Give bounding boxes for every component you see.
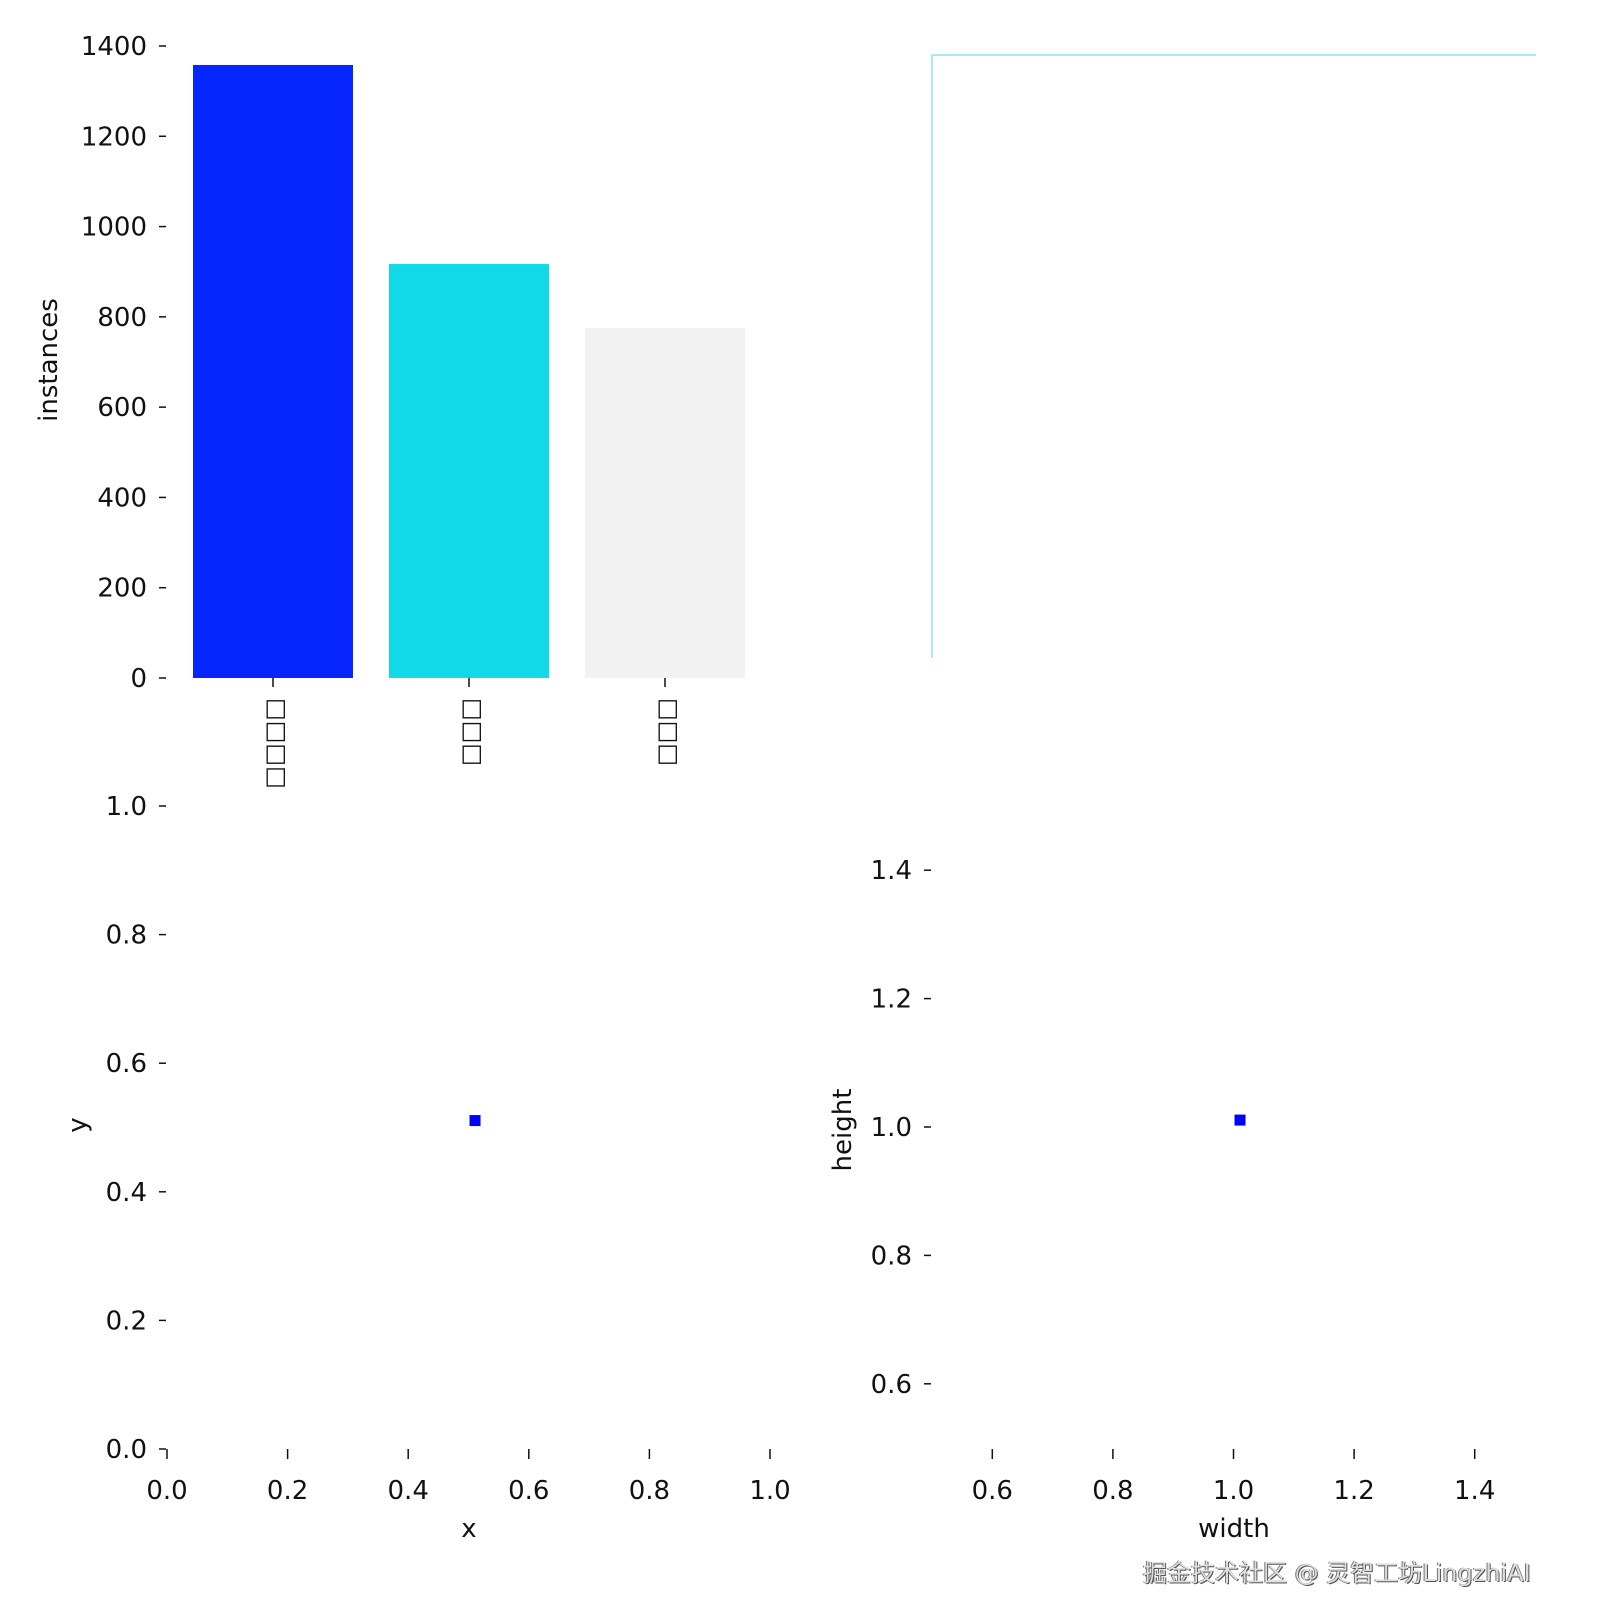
x-tick-label: 1.4 — [1454, 1476, 1495, 1506]
y-tick-label: 1200 — [81, 122, 147, 152]
y-tick-label: 1.4 — [871, 856, 912, 886]
y-tick-label: 0.0 — [106, 1435, 147, 1465]
data-point — [469, 1115, 481, 1127]
x-tick-label: □□□□ — [260, 698, 288, 789]
y-tick-label: 1.2 — [871, 985, 912, 1015]
x-tick-label: 0.2 — [267, 1476, 308, 1506]
x-tick-label: 1.0 — [749, 1476, 790, 1506]
watermark: 掘金技术社区 @ 灵智工坊LingzhiAI — [1143, 1559, 1531, 1587]
y-tick-label: 0.6 — [871, 1370, 912, 1400]
y-tick-label: 1000 — [81, 213, 147, 243]
y-tick-label: 800 — [97, 303, 147, 333]
y-tick-label: 0.2 — [106, 1306, 147, 1336]
bar — [585, 328, 745, 678]
y-tick-label: 1400 — [81, 32, 147, 62]
x-axis-label: width — [1198, 1514, 1270, 1544]
x-tick-label: 0.0 — [146, 1476, 187, 1506]
x-tick-label: 1.2 — [1333, 1476, 1374, 1506]
y-tick-label: 600 — [97, 393, 147, 423]
y-tick-label: 0.4 — [106, 1178, 147, 1208]
y-tick-label: 0.6 — [106, 1049, 147, 1079]
x-tick-label: 0.8 — [629, 1476, 670, 1506]
y-axis-label: instances — [34, 298, 64, 422]
x-tick-label: 1.0 — [1213, 1476, 1254, 1506]
label-box-outline — [931, 54, 1536, 658]
y-tick-label: 1.0 — [106, 792, 147, 822]
x-tick-label: □□□ — [652, 698, 680, 766]
y-tick-label: 0.8 — [106, 921, 147, 951]
y-tick-label: 200 — [97, 574, 147, 604]
x-tick-label: 0.6 — [508, 1476, 549, 1506]
x-tick-label: 0.6 — [972, 1476, 1013, 1506]
y-tick-label: 0 — [130, 664, 147, 694]
data-point — [1234, 1114, 1246, 1126]
y-tick-label: 0.8 — [871, 1241, 912, 1271]
y-axis-label: y — [63, 1117, 93, 1132]
bar — [193, 64, 353, 678]
bar — [389, 264, 549, 678]
x-axis-label: x — [461, 1514, 476, 1544]
y-axis-label: height — [828, 1089, 858, 1172]
y-tick-label: 1.0 — [871, 1113, 912, 1143]
x-tick-label: 0.4 — [388, 1476, 429, 1506]
x-tick-label: □□□ — [456, 698, 484, 766]
x-tick-label: 0.8 — [1092, 1476, 1133, 1506]
y-tick-label: 400 — [97, 483, 147, 513]
